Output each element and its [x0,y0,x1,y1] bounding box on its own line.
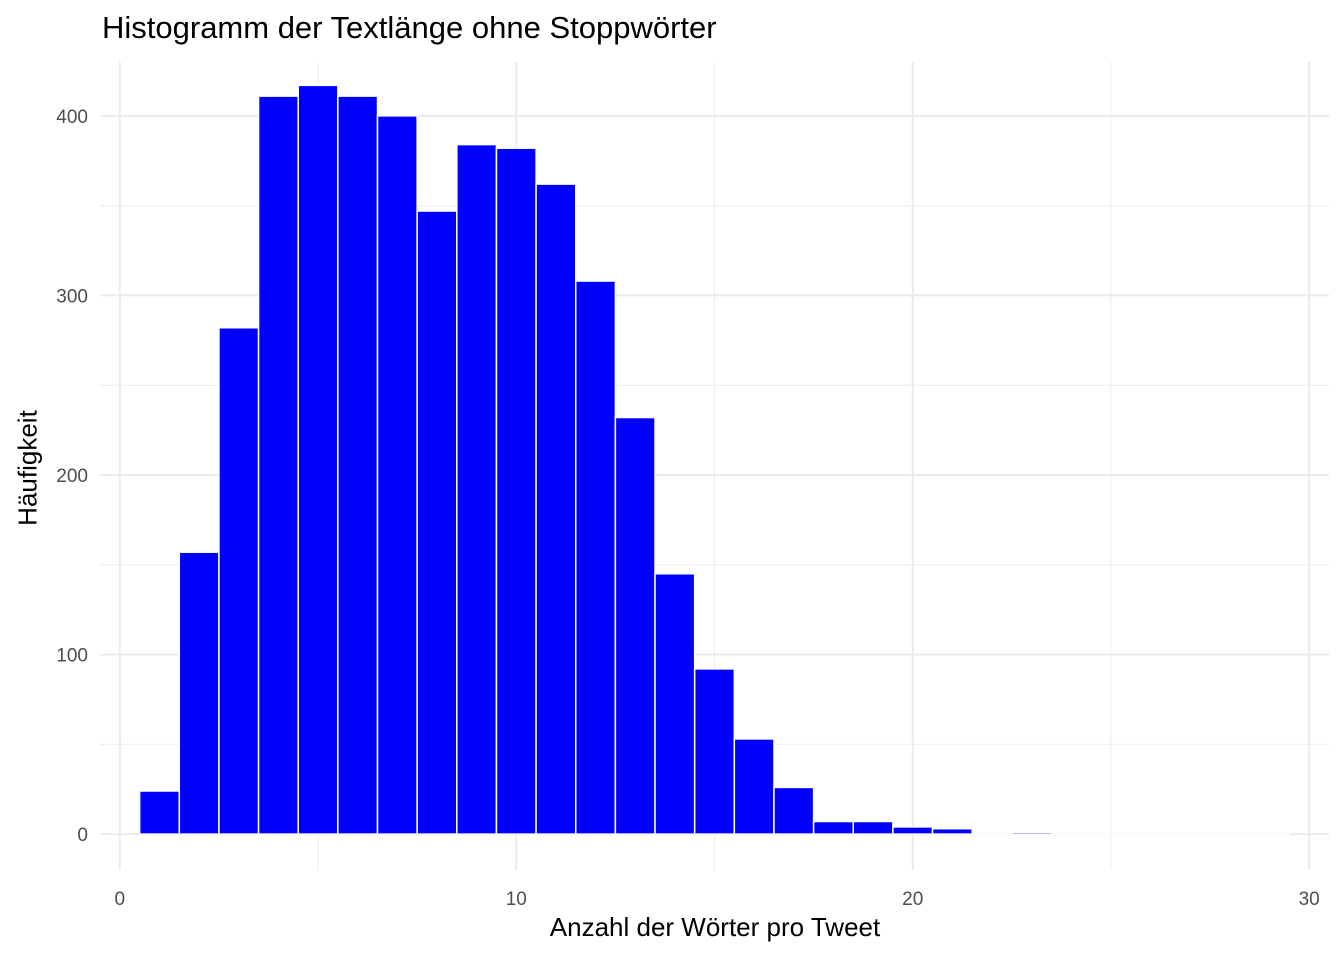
histogram-bar [931,827,973,835]
histogram-bar [693,668,736,835]
histogram-bar [892,826,934,835]
y-axis-ticks: 0 100 200 300 400 [56,107,88,846]
histogram-bar [297,84,339,835]
histogram-bar [773,786,815,835]
histogram-bars [138,84,1291,835]
histogram-bar [416,210,458,835]
y-tick-label: 300 [56,286,88,307]
x-tick-label: 30 [1299,889,1320,910]
histogram-bar [574,280,617,835]
y-tick-label: 400 [56,107,88,128]
x-axis-title: Anzahl der Wörter pro Tweet [549,912,881,942]
y-tick-label: 100 [56,646,88,667]
chart-title: Histogramm der Textlänge ohne Stoppwörte… [102,10,717,45]
histogram-bar [257,95,299,835]
x-tick-label: 20 [902,889,923,910]
histogram-bar [654,572,696,835]
histogram-bar [138,790,181,835]
histogram-bar [614,416,656,835]
histogram-bar [852,820,894,835]
histogram-bar [456,143,498,835]
histogram-bar [733,738,775,835]
x-tick-label: 0 [115,889,126,910]
y-tick-label: 0 [77,825,88,846]
histogram-bar [495,147,537,835]
x-axis-ticks: 0 10 20 30 [115,889,1320,910]
x-tick-label: 10 [506,889,527,910]
histogram-bar [178,551,220,835]
y-tick-label: 200 [56,466,88,487]
histogram-bar [337,95,379,835]
histogram-bar [1011,831,1053,835]
histogram-bar [535,183,577,835]
histogram-bar [218,326,260,835]
histogram-bar [812,820,855,835]
histogram-bar [376,115,418,835]
